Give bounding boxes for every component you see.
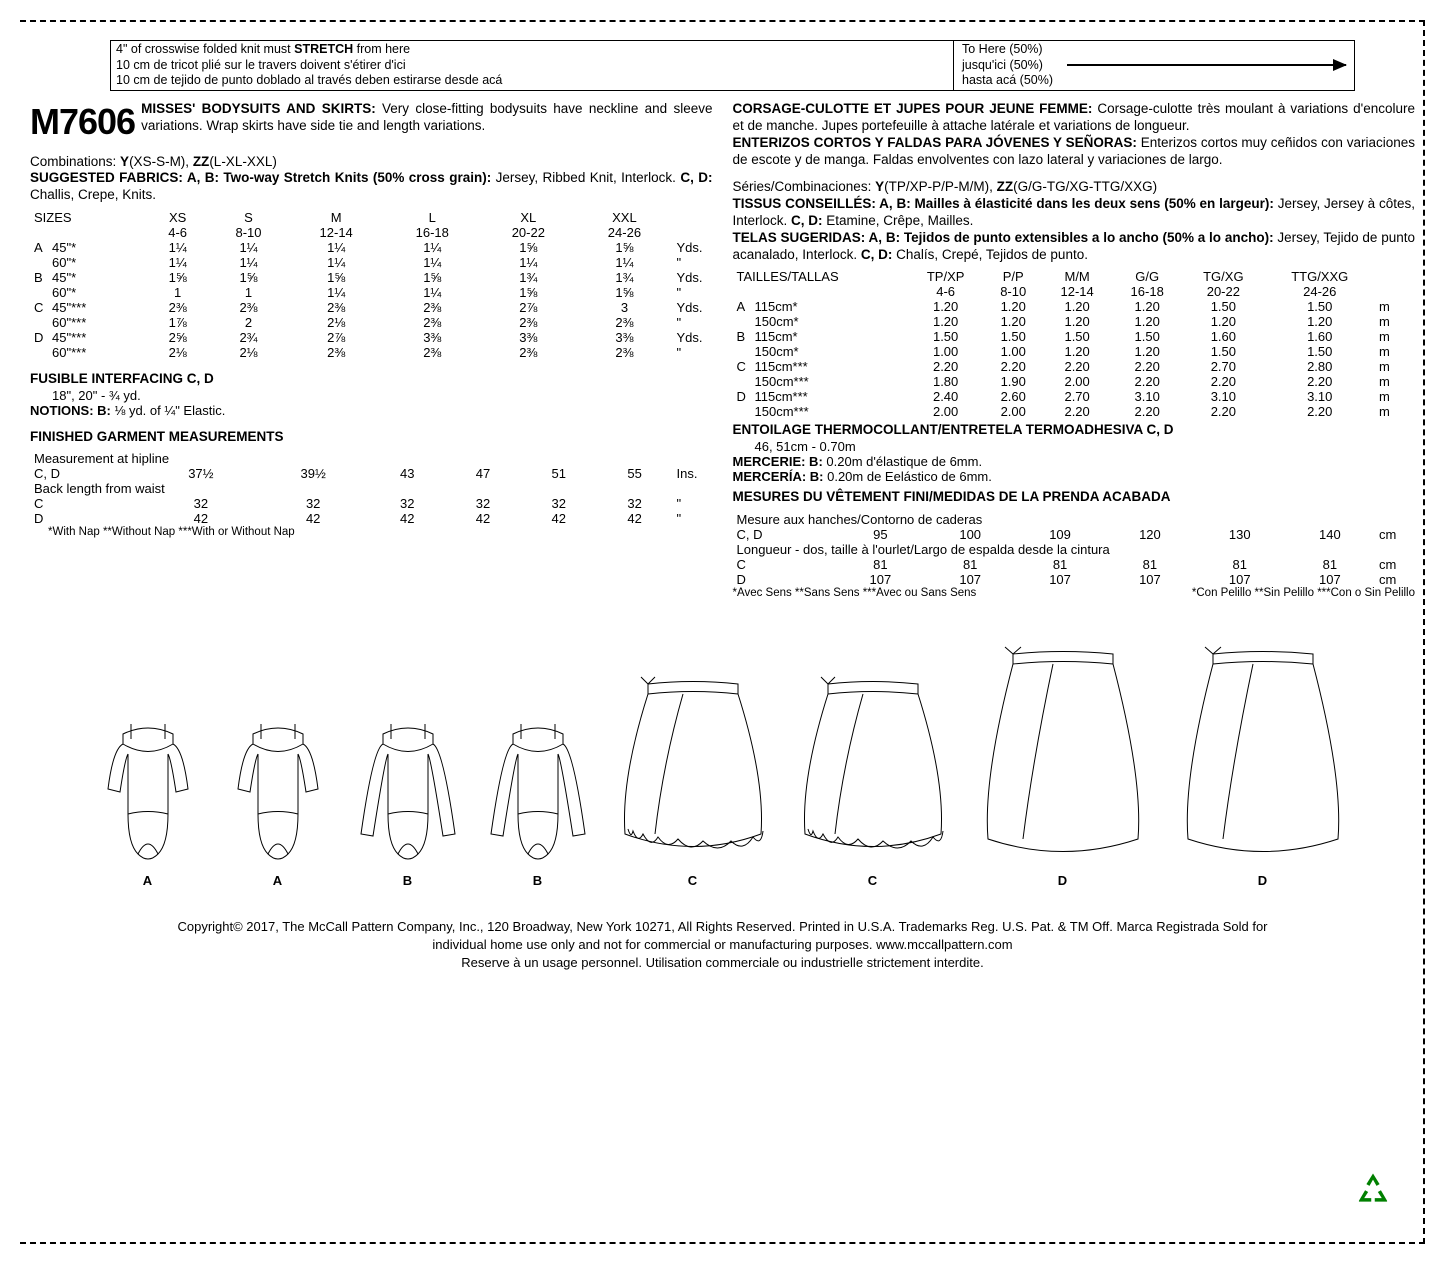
illustration-label: D	[1058, 873, 1067, 888]
notions-es: MERCERÍA: B: 0.20m de Eelástico de 6mm.	[733, 469, 1416, 484]
illustration-item: C	[613, 669, 773, 888]
desc-es: ENTERIZOS CORTOS Y FALDAS PARA JÓVENES Y…	[733, 135, 1416, 169]
illustration-label: A	[143, 873, 152, 888]
pattern-number: M7606	[30, 101, 135, 143]
illustration-label: B	[533, 873, 542, 888]
desc-es-title: ENTERIZOS CORTOS Y FALDAS PARA JÓVENES Y…	[733, 135, 1137, 150]
illustration-label: C	[868, 873, 877, 888]
illustration-item: C	[793, 669, 953, 888]
stretch-arrow	[1067, 64, 1346, 66]
illustration-label: B	[403, 873, 412, 888]
notions-en: NOTIONS: B: ⅛ yd. of ¼" Elastic.	[30, 403, 713, 418]
skirt-illustration	[793, 669, 953, 869]
skirt-illustration	[613, 669, 773, 869]
desc-en: MISSES' BODYSUITS AND SKIRTS: Very close…	[141, 101, 712, 135]
desc-fr-title: CORSAGE-CULOTTE ET JUPES POUR JEUNE FEMM…	[733, 101, 1093, 116]
stretch-gauge-right: To Here (50%)jusqu'ici (50%)hasta acá (5…	[954, 41, 1354, 90]
stretch-gauge-box: 4" of crosswise folded knit must STRETCH…	[110, 40, 1355, 91]
nap-note-fr: *Avec Sens **Sans Sens ***Avec ou Sans S…	[733, 587, 977, 599]
footer-line1: Copyright© 2017, The McCall Pattern Comp…	[30, 918, 1415, 936]
illustration-label: C	[688, 873, 697, 888]
border-dash-top	[20, 20, 1425, 22]
illustration-row: A A B B C	[30, 639, 1415, 888]
border-dash-right	[1423, 20, 1425, 1244]
fabrics-en: SUGGESTED FABRICS: A, B: Two-way Stretch…	[30, 170, 713, 204]
recycle-icon	[1351, 1170, 1395, 1214]
illustration-label: A	[273, 873, 282, 888]
illustration-item: D	[973, 639, 1153, 888]
pattern-header: M7606 MISSES' BODYSUITS AND SKIRTS: Very…	[30, 101, 713, 143]
illustration-item: B	[353, 714, 463, 888]
illustrations: A A B B C	[30, 639, 1415, 888]
main-columns: M7606 MISSES' BODYSUITS AND SKIRTS: Very…	[30, 101, 1415, 599]
interfacing-fr: ENTOILAGE THERMOCOLLANT/ENTRETELA TERMOA…	[733, 421, 1416, 439]
fgm-table-fr: Mesure aux hanches/Contorno de caderasC,…	[733, 512, 1416, 587]
footer-line2: individual home use only and not for com…	[30, 936, 1415, 954]
interfacing-fr-line: 46, 51cm - 0.70m	[733, 439, 1416, 454]
desc-fr: CORSAGE-CULOTTE ET JUPES POUR JEUNE FEMM…	[733, 101, 1416, 135]
stretch-gauge-right-text: To Here (50%)jusqu'ici (50%)hasta acá (5…	[962, 42, 1053, 89]
nap-note-es: *Con Pelillo **Sin Pelillo ***Con o Sin …	[1192, 587, 1415, 599]
fabrics-fr: TISSUS CONSEILLÉS: A, B: Mailles à élast…	[733, 196, 1416, 230]
footer-line3: Reserve à un usage personnel. Utilisatio…	[30, 954, 1415, 972]
desc-en-title: MISSES' BODYSUITS AND SKIRTS:	[141, 101, 376, 116]
right-column: CORSAGE-CULOTTE ET JUPES POUR JEUNE FEMM…	[733, 101, 1416, 599]
interfacing-en-line: 18", 20" - ¾ yd.	[30, 388, 713, 403]
illustration-item: D	[1173, 639, 1353, 888]
interfacing-en: FUSIBLE INTERFACING C, D	[30, 370, 713, 388]
fgm-fr-title: MESURES DU VÊTEMENT FINI/MEDIDAS DE LA P…	[733, 488, 1416, 506]
combos-en: Combinations: Y(XS-S-M), ZZ(L-XL-XXL)	[30, 153, 713, 171]
notions-fr: MERCERIE: B: 0.20m d'élastique de 6mm.	[733, 454, 1416, 469]
bodysuit-illustration	[353, 714, 463, 869]
nap-note-row: *Avec Sens **Sans Sens ***Avec ou Sans S…	[733, 587, 1416, 599]
border-dash-bottom	[20, 1242, 1425, 1244]
fgm-table-en: Measurement at hiplineC, D37½39½43475155…	[30, 451, 713, 526]
illustration-item: A	[93, 714, 203, 888]
combos-fr: Séries/Combinaciones: Y(TP/XP-P/P-M/M), …	[733, 178, 1416, 196]
left-column: M7606 MISSES' BODYSUITS AND SKIRTS: Very…	[30, 101, 713, 599]
illustration-item: B	[483, 714, 593, 888]
fabrics-es: TELAS SUGERIDAS: A, B: Tejidos de punto …	[733, 230, 1416, 264]
illustration-label: D	[1258, 873, 1267, 888]
stretch-gauge-left: 4" of crosswise folded knit must STRETCH…	[111, 41, 954, 90]
skirt-illustration	[1173, 639, 1353, 869]
fgm-en-title: FINISHED GARMENT MEASUREMENTS	[30, 428, 713, 446]
yardage-table-en: SIZESXSSMLXLXXL4-68-1012-1416-1820-2224-…	[30, 210, 713, 360]
bodysuit-illustration	[483, 714, 593, 869]
nap-note-en: *With Nap **Without Nap ***With or Witho…	[30, 526, 713, 538]
illustration-item: A	[223, 714, 333, 888]
yardage-table-metric: TAILLES/TALLASTP/XPP/PM/MG/GTG/XGTTG/XXG…	[733, 269, 1416, 419]
footer: Copyright© 2017, The McCall Pattern Comp…	[30, 918, 1415, 973]
bodysuit-illustration	[223, 714, 333, 869]
bodysuit-illustration	[93, 714, 203, 869]
skirt-illustration	[973, 639, 1153, 869]
